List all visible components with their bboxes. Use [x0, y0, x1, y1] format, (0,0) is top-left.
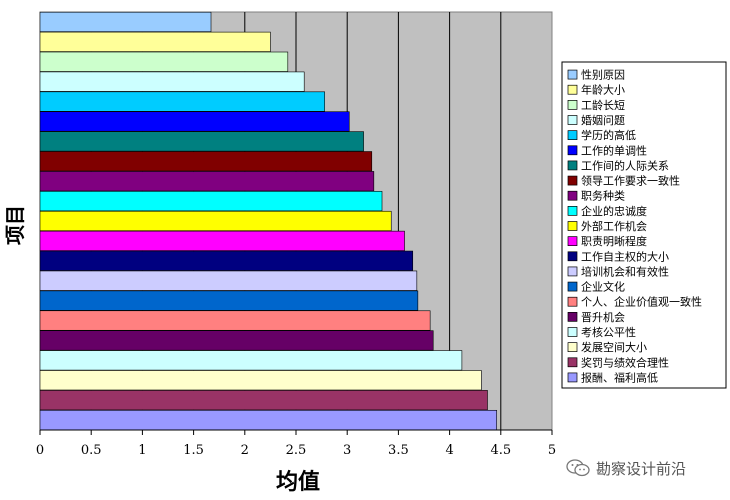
- bar-6: [39, 111, 350, 132]
- legend-label-20: 奖罚与绩效合理性: [581, 355, 669, 369]
- legend-label-16: 个人、企业价值观一致性: [581, 295, 702, 309]
- legend-swatch-21: [567, 372, 578, 383]
- x-tick-label: 4.5: [490, 443, 511, 458]
- legend-label-6: 工作的单调性: [581, 143, 647, 157]
- legend-label-14: 培训机会和有效性: [581, 264, 669, 278]
- bar-9: [39, 171, 375, 192]
- legend-label-4: 婚姻问题: [581, 113, 625, 127]
- bar-19: [39, 370, 482, 391]
- legend-swatch-9: [567, 190, 578, 201]
- watermark: 勘察设计前沿: [566, 455, 716, 481]
- bar-13: [39, 250, 414, 271]
- x-tick-label: 1: [138, 443, 146, 458]
- legend-label-8: 领导工作要求一致性: [581, 174, 680, 188]
- legend-label-11: 外部工作机会: [581, 219, 647, 233]
- wechat-icon: [566, 459, 590, 477]
- x-tick-label: 0: [36, 443, 44, 458]
- x-tick-label: 3.5: [388, 443, 409, 458]
- bar-1: [39, 11, 212, 33]
- legend-swatch-3: [567, 100, 578, 110]
- bar-10: [39, 191, 383, 212]
- legend-label-18: 考核公平性: [581, 325, 636, 339]
- bar-15: [39, 290, 419, 311]
- legend-swatch-19: [567, 342, 578, 352]
- bar-5: [39, 91, 325, 112]
- y-axis-title: 项目: [3, 205, 27, 245]
- x-tick-label: 1.5: [183, 443, 204, 458]
- legend-swatch-8: [567, 175, 578, 186]
- x-axis-title: 均值: [276, 469, 320, 495]
- legend-swatch-18: [567, 327, 578, 337]
- watermark-text: 勘察设计前沿: [596, 459, 687, 478]
- legend-swatch-16: [567, 296, 578, 307]
- legend-box: [561, 61, 727, 389]
- bar-18: [39, 350, 463, 371]
- bar-17: [39, 330, 434, 351]
- legend-swatch-12: [567, 236, 578, 246]
- legend-label-13: 工作自主权的大小: [581, 249, 669, 263]
- bar-3: [39, 51, 289, 72]
- legend-swatch-20: [567, 357, 578, 368]
- bar-8: [39, 151, 373, 172]
- legend-label-9: 职务种类: [581, 189, 625, 203]
- x-tick-label: 2.5: [286, 443, 307, 458]
- legend-label-19: 发展空间大小: [581, 340, 647, 354]
- legend-label-3: 工龄长短: [581, 98, 625, 112]
- legend-label-12: 职责明晰程度: [581, 234, 647, 248]
- legend-swatch-13: [567, 251, 578, 262]
- legend-label-1: 性别原因: [581, 68, 625, 82]
- legend-swatch-2: [567, 84, 578, 95]
- legend-swatch-14: [567, 266, 578, 277]
- legend-swatch-15: [567, 281, 578, 292]
- bar-2: [39, 31, 271, 52]
- legend-swatch-1: [567, 69, 578, 80]
- legend-swatch-5: [567, 130, 578, 140]
- legend-label-7: 工作间的人际关系: [581, 158, 669, 172]
- legend-swatch-6: [567, 145, 578, 156]
- legend-label-5: 学历的高低: [581, 128, 636, 142]
- bar-7: [39, 131, 364, 152]
- bar-21: [39, 409, 498, 431]
- legend-label-21: 报酬、福利高低: [581, 370, 658, 384]
- legend-swatch-17: [567, 312, 578, 322]
- legend-swatch-4: [567, 115, 578, 125]
- legend-label-15: 企业文化: [581, 280, 625, 294]
- x-tick-label: 4: [445, 443, 453, 458]
- bar-11: [39, 210, 392, 232]
- x-tick-label: 0.5: [81, 443, 102, 458]
- legend-label-17: 晋升机会: [581, 310, 625, 324]
- bar-14: [39, 270, 418, 291]
- legend-swatch-7: [567, 160, 578, 171]
- x-tick-label: 5: [548, 443, 556, 458]
- legend-swatch-10: [567, 206, 578, 216]
- legend-label-2: 年龄大小: [581, 83, 625, 97]
- bar-12: [39, 230, 405, 251]
- x-tick-label: 2: [241, 443, 249, 458]
- bar-16: [39, 310, 431, 331]
- x-tick-label: 3: [343, 443, 351, 458]
- legend-swatch-11: [567, 221, 578, 231]
- bar-4: [39, 71, 305, 92]
- legend-label-10: 企业的忠诚度: [581, 204, 647, 218]
- bar-20: [39, 390, 488, 411]
